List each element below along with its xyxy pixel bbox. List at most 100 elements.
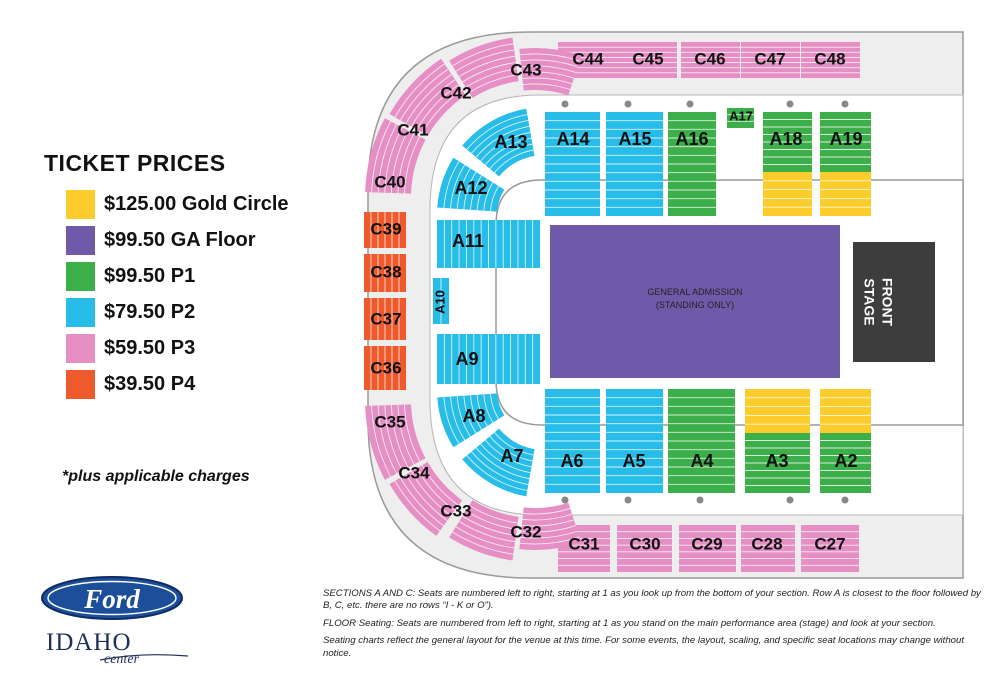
ga-floor-label: GENERAL ADMISSION [647,287,742,297]
section-a7[interactable] [462,428,535,497]
section-label-a11: A11 [452,231,484,251]
legend-label: $59.50 P3 [104,336,196,359]
section-a12[interactable] [437,157,505,212]
section-a5[interactable] [606,389,663,493]
section-a15[interactable] [606,112,663,216]
section-a11[interactable] [437,220,540,268]
section-c45[interactable] [618,42,677,78]
section-label-a9: A9 [455,349,478,369]
section-a3[interactable] [745,389,810,433]
section-c35[interactable] [365,404,426,480]
wheelchair-icon [841,100,849,108]
section-label-a17: A17 [729,108,753,123]
stage-sublabel: FRONT [879,278,895,327]
section-c34[interactable] [389,462,463,536]
section-c29[interactable] [679,525,736,572]
section-a8[interactable] [437,393,505,448]
section-a9[interactable] [437,334,540,384]
logo-brand: Ford [83,584,140,614]
note-layout: Seating charts reflect the general layou… [323,635,964,659]
wheelchair-icon [561,100,569,108]
ga-floor[interactable] [550,225,840,378]
section-a13[interactable] [462,108,535,177]
section-a4[interactable] [668,389,735,493]
legend-item-ga: $99.50 GA Floor [66,225,256,255]
note-floor: FLOOR Seating: Seats are numbered from l… [323,617,936,629]
wheelchair-icon [786,496,794,504]
section-c32[interactable] [519,502,582,550]
section-c39[interactable] [364,212,406,248]
section-c47[interactable] [741,42,800,78]
section-c43[interactable] [519,47,582,96]
section-a18[interactable] [763,112,812,172]
section-c48[interactable] [801,42,860,78]
logo-center: center [104,652,140,666]
legend-swatch [66,225,95,255]
section-a6[interactable] [545,389,600,493]
legend-swatch [66,333,95,363]
section-label-c34: C34 [398,463,430,482]
section-label-a19: A19 [829,129,862,149]
legend-swatch [66,189,95,219]
section-c42[interactable] [449,37,519,98]
stage [853,242,935,362]
wheelchair-icon [624,496,632,504]
legend-item-p1: $99.50 P1 [66,261,195,291]
section-c46[interactable] [681,42,740,78]
seating-notes: SECTIONS A AND C: Seats are numbered lef… [323,588,991,665]
legend-label: $125.00 Gold Circle [104,192,289,215]
legend-item-p3: $59.50 P3 [66,333,195,363]
section-c30[interactable] [617,525,672,572]
section-label-c33: C33 [440,501,471,520]
section-a18[interactable] [763,172,812,216]
section-label-a3: A3 [765,451,788,471]
section-a16[interactable] [668,112,716,216]
section-label-a4: A4 [690,451,713,471]
ford-idaho-center-logo: Ford IDAHO center [41,576,189,667]
section-c38[interactable] [364,254,406,292]
legend-item-gold: $125.00 Gold Circle [66,189,289,219]
legend-title: TICKET PRICES [44,150,226,176]
wheelchair-icon [696,496,704,504]
section-label-a12: A12 [454,178,487,198]
charges-note: *plus applicable charges [62,468,250,485]
section-c41[interactable] [389,58,466,136]
wheelchair-icon [786,100,794,108]
section-a17[interactable] [727,108,754,128]
section-label-c43: C43 [510,60,541,79]
wheelchair-icon [841,496,849,504]
section-label-c28: C28 [751,534,782,553]
section-label-c47: C47 [754,49,785,68]
section-a2[interactable] [820,433,871,493]
section-a14[interactable] [545,112,600,216]
section-label-c38: C38 [370,262,401,281]
section-label-c32: C32 [510,522,541,541]
section-a19[interactable] [820,112,871,172]
section-label-c41: C41 [397,120,428,139]
stage-label: STAGE [861,278,877,325]
section-label-c35: C35 [374,412,405,431]
section-c27[interactable] [801,525,859,572]
section-c40[interactable] [365,118,426,194]
section-c28[interactable] [741,525,795,572]
section-label-a13: A13 [494,132,527,152]
legend-label: $79.50 P2 [104,300,196,323]
section-c33[interactable] [449,500,519,561]
section-a19[interactable] [820,172,871,216]
section-label-a14: A14 [556,129,589,149]
section-c36[interactable] [364,346,406,390]
section-label-c27: C27 [814,534,845,553]
section-label-a18: A18 [769,129,802,149]
legend-label: $99.50 P1 [104,264,196,287]
wheelchair-icon [624,100,632,108]
section-c37[interactable] [364,298,406,340]
section-label-c45: C45 [632,49,663,68]
section-label-c39: C39 [370,219,401,238]
section-label-a7: A7 [500,446,523,466]
section-a2[interactable] [820,389,871,433]
section-label-a5: A5 [622,451,645,471]
section-label-c48: C48 [814,49,845,68]
section-a3[interactable] [745,433,810,493]
section-label-a6: A6 [560,451,583,471]
section-a10[interactable] [433,278,449,324]
